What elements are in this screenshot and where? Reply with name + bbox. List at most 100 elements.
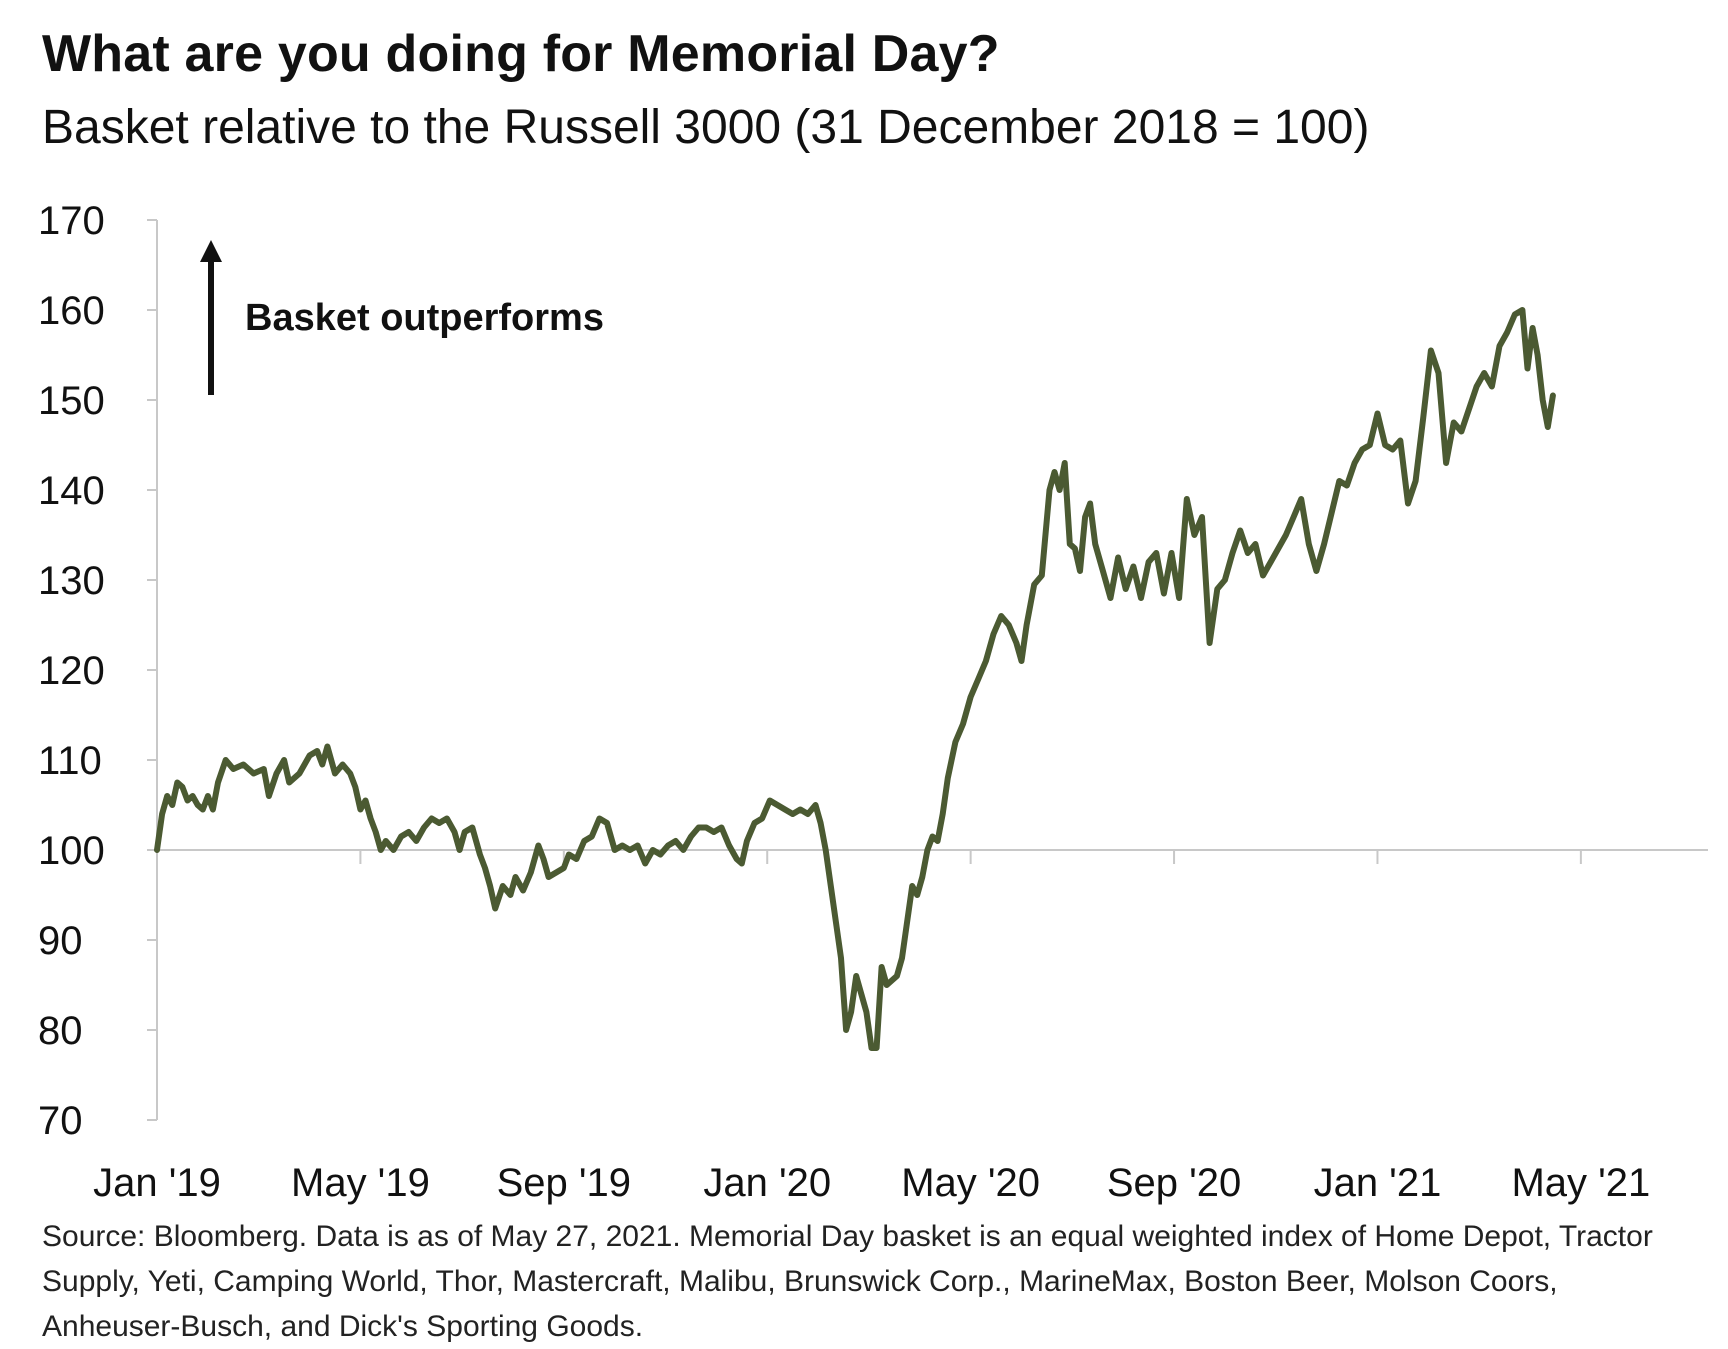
data-point (652, 849, 654, 851)
data-point (207, 795, 209, 797)
data-point (1054, 471, 1055, 473)
data-point (1491, 386, 1493, 387)
data-point (1407, 503, 1409, 504)
data-point (156, 849, 158, 851)
data-point (637, 845, 639, 846)
data-point (1178, 597, 1180, 599)
data-point (1537, 354, 1539, 356)
y-tick-label: 130 (38, 559, 105, 603)
data-point (850, 1011, 852, 1013)
data-point (1399, 440, 1401, 441)
data-point (1331, 512, 1333, 513)
data-point (1015, 642, 1017, 644)
data-point (1521, 309, 1523, 311)
data-point (555, 872, 557, 873)
data-point (1542, 399, 1544, 401)
data-point (985, 660, 987, 662)
data-point (385, 840, 387, 842)
data-point (1155, 552, 1157, 554)
data-point (276, 773, 277, 774)
data-point (225, 759, 227, 761)
y-tick-label: 160 (38, 289, 105, 333)
data-point (1285, 534, 1287, 536)
data-point (970, 696, 972, 698)
data-point (212, 809, 214, 810)
data-point (761, 818, 763, 819)
data-point (881, 966, 883, 968)
data-point (860, 993, 862, 995)
data-point (675, 840, 677, 842)
data-point (1384, 444, 1386, 446)
data-point (876, 1047, 878, 1049)
data-point (1453, 422, 1455, 423)
data-point (1239, 530, 1241, 531)
data-point (1323, 543, 1325, 545)
data-point (1293, 516, 1295, 518)
data-point (316, 750, 318, 752)
y-tick-label: 150 (38, 379, 105, 423)
data-point (1547, 426, 1549, 428)
data-point (1346, 485, 1348, 486)
data-point (423, 827, 425, 828)
data-point (1232, 552, 1233, 554)
data-point (667, 845, 669, 846)
data-point (906, 921, 908, 923)
data-point (721, 827, 722, 828)
x-tick-label: May '19 (291, 1161, 430, 1205)
data-point (728, 845, 730, 846)
data-point (537, 845, 539, 846)
data-point (769, 800, 771, 801)
data-point (1315, 570, 1317, 572)
data-point (1476, 386, 1478, 387)
data-point (1361, 449, 1363, 450)
data-point (792, 813, 794, 815)
data-point (489, 885, 491, 887)
data-point (1430, 350, 1432, 351)
data-point (916, 894, 918, 896)
series-group (154, 307, 1556, 1051)
data-point (459, 849, 461, 851)
data-point (659, 854, 661, 855)
y-tick-label: 120 (38, 649, 105, 693)
y-axis-ticks: 170 160 150 140 130 120 110 100 90 80 70 (38, 199, 157, 1143)
data-point (471, 827, 473, 828)
data-point (705, 827, 707, 828)
data-point (1460, 431, 1462, 432)
data-point (1468, 408, 1470, 410)
data-point (1201, 516, 1203, 518)
data-point (263, 768, 265, 770)
data-point (161, 813, 163, 815)
x-tick-label: Jan '21 (1314, 1161, 1442, 1205)
data-point (326, 746, 328, 747)
data-point (1171, 552, 1172, 554)
data-point (1247, 552, 1249, 554)
up-arrow-icon (200, 240, 222, 262)
data-point (799, 809, 801, 810)
data-point (954, 741, 956, 743)
data-point (400, 836, 402, 837)
data-point (937, 840, 939, 842)
data-point (896, 975, 898, 977)
data-point (865, 1011, 867, 1013)
data-point (855, 975, 857, 977)
data-point (548, 876, 550, 878)
x-tick-label: May '21 (1511, 1161, 1650, 1205)
data-point (1069, 543, 1071, 545)
data-point (1377, 413, 1378, 414)
data-point (197, 804, 199, 806)
data-point (1049, 489, 1050, 491)
data-point (1300, 498, 1302, 500)
data-point (682, 849, 684, 851)
data-point (365, 800, 366, 801)
data-point (1483, 372, 1485, 374)
data-point (171, 804, 173, 806)
data-point (1277, 548, 1279, 549)
y-tick-label: 80 (38, 1009, 83, 1053)
data-point (807, 813, 809, 815)
annotation-group: Basket outperforms (200, 240, 604, 395)
data-point (464, 831, 466, 833)
data-point (776, 804, 778, 806)
data-point (502, 885, 504, 887)
data-point (1209, 642, 1211, 644)
data-point (746, 840, 748, 842)
